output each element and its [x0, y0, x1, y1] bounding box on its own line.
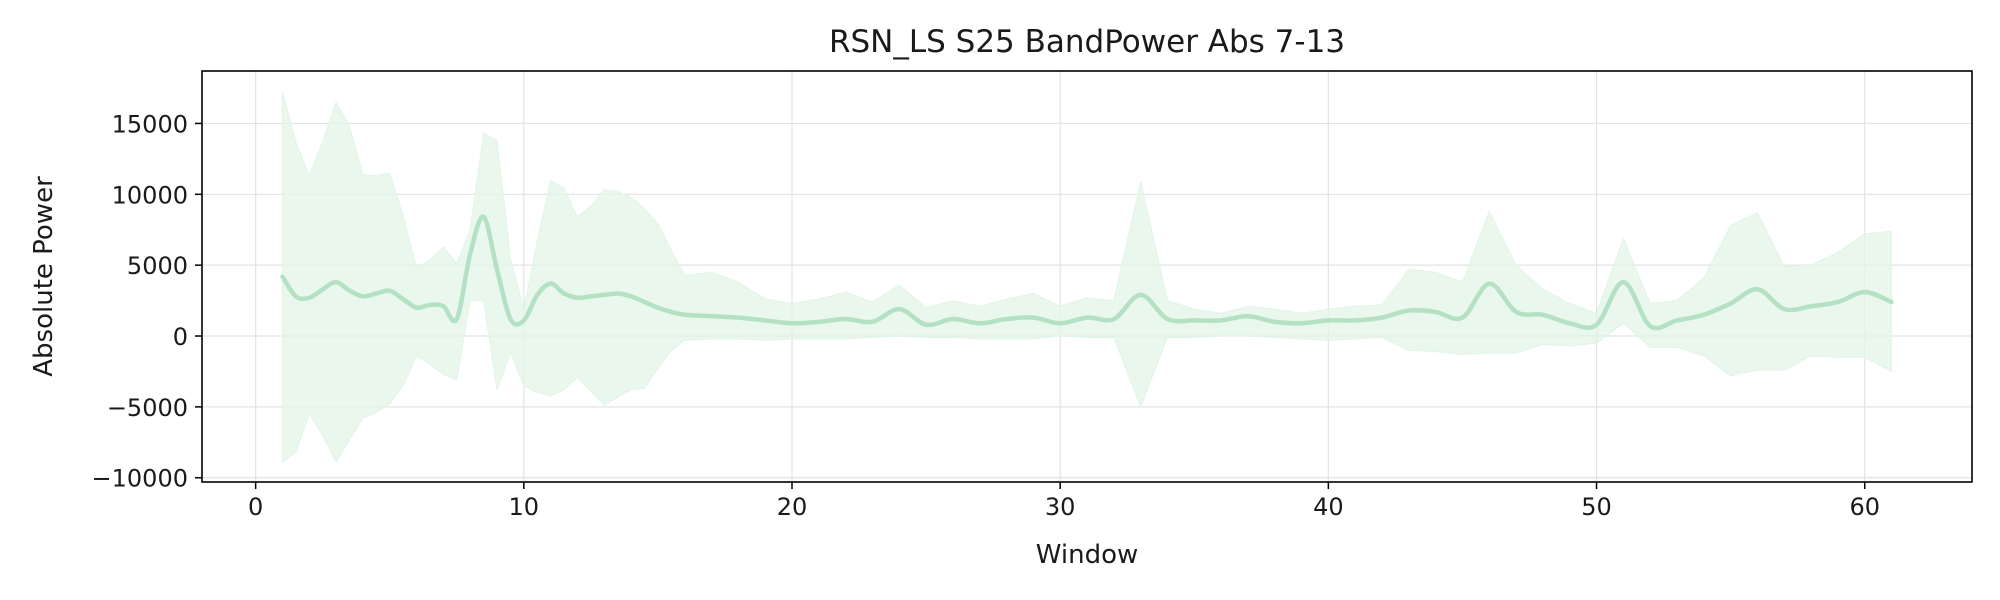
y-axis-label: Absolute Power	[29, 176, 59, 377]
plot-frame	[201, 70, 1973, 483]
y-tick-label: −10000	[92, 465, 188, 493]
y-tick-label: 5000	[127, 252, 188, 280]
x-tick-label: 50	[1581, 493, 1612, 521]
y-tick-label: 15000	[112, 110, 188, 138]
confidence-band	[281, 92, 1893, 464]
x-tick-label: 40	[1313, 493, 1344, 521]
x-tick-label: 20	[777, 493, 808, 521]
mean-line	[280, 214, 1894, 331]
x-tick-label: 30	[1045, 493, 1076, 521]
x-axis-label: Window	[1036, 540, 1139, 570]
x-axis: 0 10 20 30 40 50 60	[248, 482, 1880, 521]
y-tick-label: −5000	[107, 394, 188, 422]
x-tick-label: 10	[509, 493, 540, 521]
x-tick-label: 0	[248, 493, 263, 521]
y-tick-label: 10000	[112, 181, 188, 209]
y-tick-label: 0	[173, 323, 188, 351]
y-axis: −10000 −5000 0 5000 10000 15000	[92, 110, 202, 493]
chart-title: RSN_LS S25 BandPower Abs 7-13	[829, 24, 1345, 60]
x-tick-label: 60	[1849, 493, 1880, 521]
